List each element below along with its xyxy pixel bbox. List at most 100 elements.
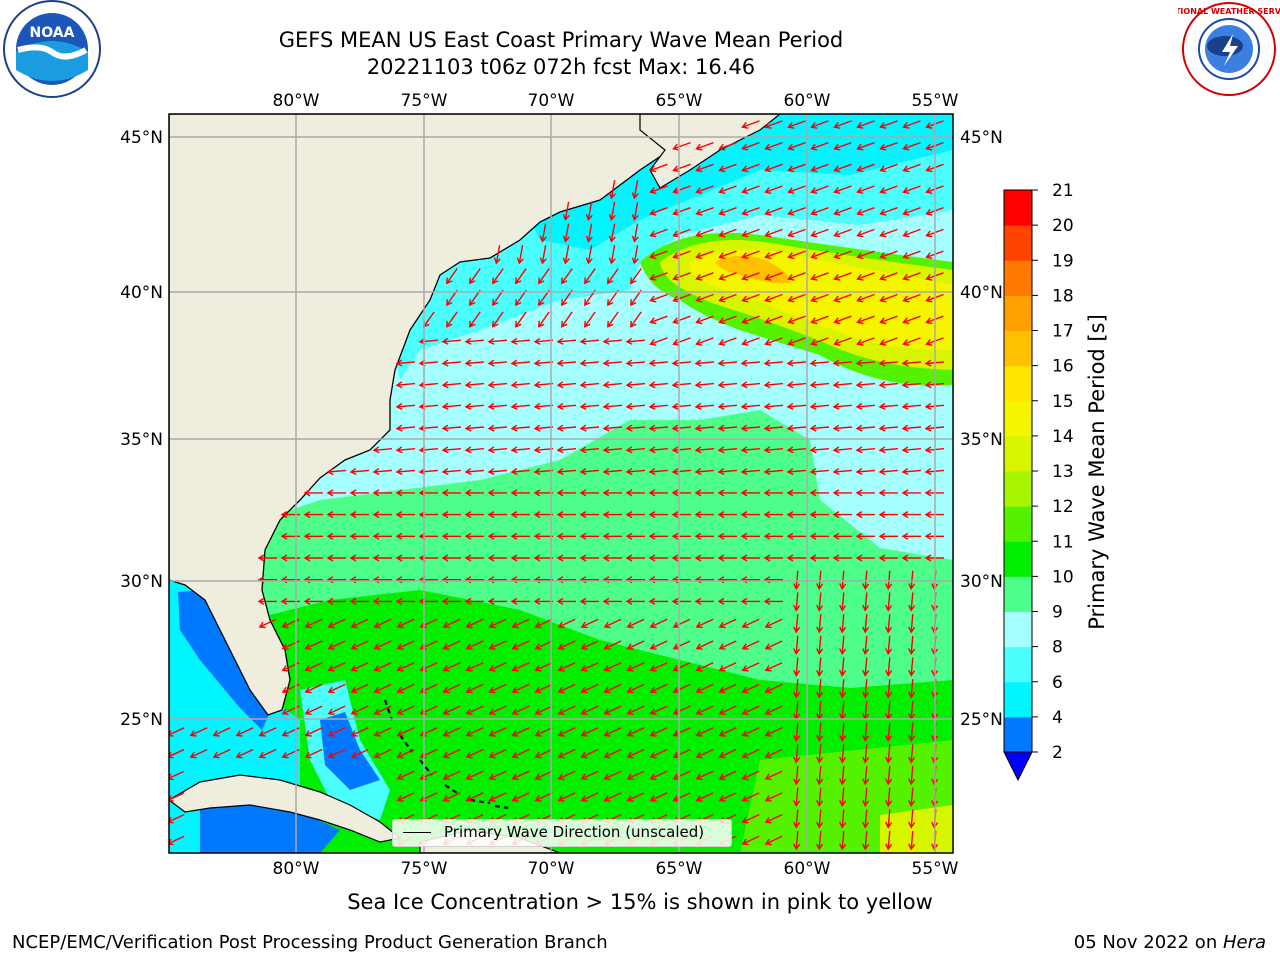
wave-arrow (717, 597, 737, 606)
wave-arrow (879, 337, 898, 346)
wave-arrow (303, 597, 323, 606)
wave-arrow (717, 489, 737, 497)
wave-arrow (718, 640, 737, 650)
wave-arrow (862, 765, 870, 786)
wave-arrow (839, 657, 847, 677)
wave-arrow (902, 207, 921, 216)
wave-arrow (441, 359, 462, 367)
caribbean-blue (200, 800, 340, 853)
wave-arrow (511, 662, 530, 672)
wave-arrow (855, 359, 876, 367)
colorbar-tick-label: 12 (1052, 497, 1074, 517)
wave-arrow (326, 597, 346, 606)
wave-arrow (839, 614, 847, 634)
wave-arrow (763, 468, 784, 476)
wave-arrow (534, 640, 553, 650)
wave-arrow (885, 657, 893, 677)
wave-arrow (350, 662, 369, 672)
wave-arrow (395, 597, 415, 606)
wave-arrow (557, 770, 576, 781)
lon-label-top: 80°W (273, 91, 320, 111)
wave-arrow (816, 787, 824, 808)
wave-arrow (580, 748, 599, 759)
wave-arrow (902, 337, 921, 346)
wave-arrow (189, 748, 208, 759)
wave-arrow (539, 245, 547, 265)
wave-arrow (717, 554, 737, 562)
wave-arrow (856, 185, 875, 194)
wave-arrow (487, 489, 507, 497)
wave-arrow (740, 597, 760, 606)
wave-arrow (885, 744, 893, 764)
wave-arrow (442, 748, 461, 759)
wave-arrow (648, 446, 669, 454)
wave-arrow (833, 185, 852, 194)
wave-arrow (855, 468, 876, 476)
wave-arrow (816, 744, 824, 764)
colorbar-segment (1004, 506, 1032, 542)
wave-arrow (671, 510, 691, 519)
wave-arrow (603, 792, 622, 802)
lon-label-bottom: 80°W (273, 859, 320, 879)
wave-arrow (695, 618, 714, 629)
wave-arrow (694, 597, 714, 606)
wave-arrow (741, 228, 760, 238)
wave-arrow (833, 250, 852, 260)
wave-arrow (902, 293, 921, 303)
wave-arrow (579, 532, 599, 540)
wave-arrow (395, 381, 416, 389)
wave-arrow (488, 640, 507, 650)
wave-arrow (556, 446, 577, 454)
wave-arrow (809, 402, 830, 411)
wave-arrow (442, 683, 461, 694)
colorbar-tick-label: 8 (1052, 638, 1063, 658)
wave-arrow (908, 679, 916, 699)
wave-arrow (786, 381, 807, 389)
wave-arrow (878, 402, 899, 411)
wave-arrow (810, 250, 829, 260)
lon-label-bottom: 70°W (528, 859, 575, 879)
wave-arrow (396, 640, 415, 650)
wave-arrow (671, 597, 691, 606)
wave-arrow (764, 618, 783, 629)
land-cuba (169, 774, 402, 843)
wave-arrow (902, 163, 921, 173)
wave-arrow (395, 424, 416, 432)
wave-arrow (695, 185, 714, 194)
wave-arrow (901, 554, 921, 562)
wave-arrow (303, 554, 323, 562)
wave-arrow (533, 597, 553, 606)
wave-arrow (832, 468, 853, 476)
wave-arrow (718, 683, 737, 694)
wave-arrow (787, 228, 806, 238)
wave-arrow (694, 554, 714, 562)
wave-arrow (717, 424, 738, 432)
wave-arrow (579, 337, 600, 345)
wave-arrow (832, 359, 853, 367)
wave-arrow (695, 272, 714, 281)
footer-date-text: 05 Nov 2022 on (1073, 932, 1223, 953)
wave-arrow (396, 792, 415, 802)
wave-arrow (327, 705, 346, 715)
colorbar-segment (1004, 471, 1032, 507)
wave-arrow (441, 381, 462, 389)
wave-arrow (534, 748, 553, 759)
wave-arrow (879, 293, 898, 303)
wave-arrow (579, 489, 599, 497)
wave-arrow (786, 489, 806, 497)
wave-arrow (626, 640, 645, 650)
wave-arrow (695, 228, 714, 238)
wave-arrow (787, 207, 806, 216)
wave-arrow (764, 120, 783, 129)
wave-arrow (649, 792, 668, 802)
wave-arrow (878, 359, 899, 367)
wave-arrow (441, 554, 461, 562)
wave-arrow (603, 748, 622, 759)
wave-arrow (538, 311, 550, 328)
wave-arrow (649, 228, 668, 238)
lon-label-bottom: 75°W (401, 859, 448, 879)
wave-arrow (694, 359, 715, 367)
wave-arrow (764, 337, 783, 346)
wave-arrow (327, 727, 346, 737)
